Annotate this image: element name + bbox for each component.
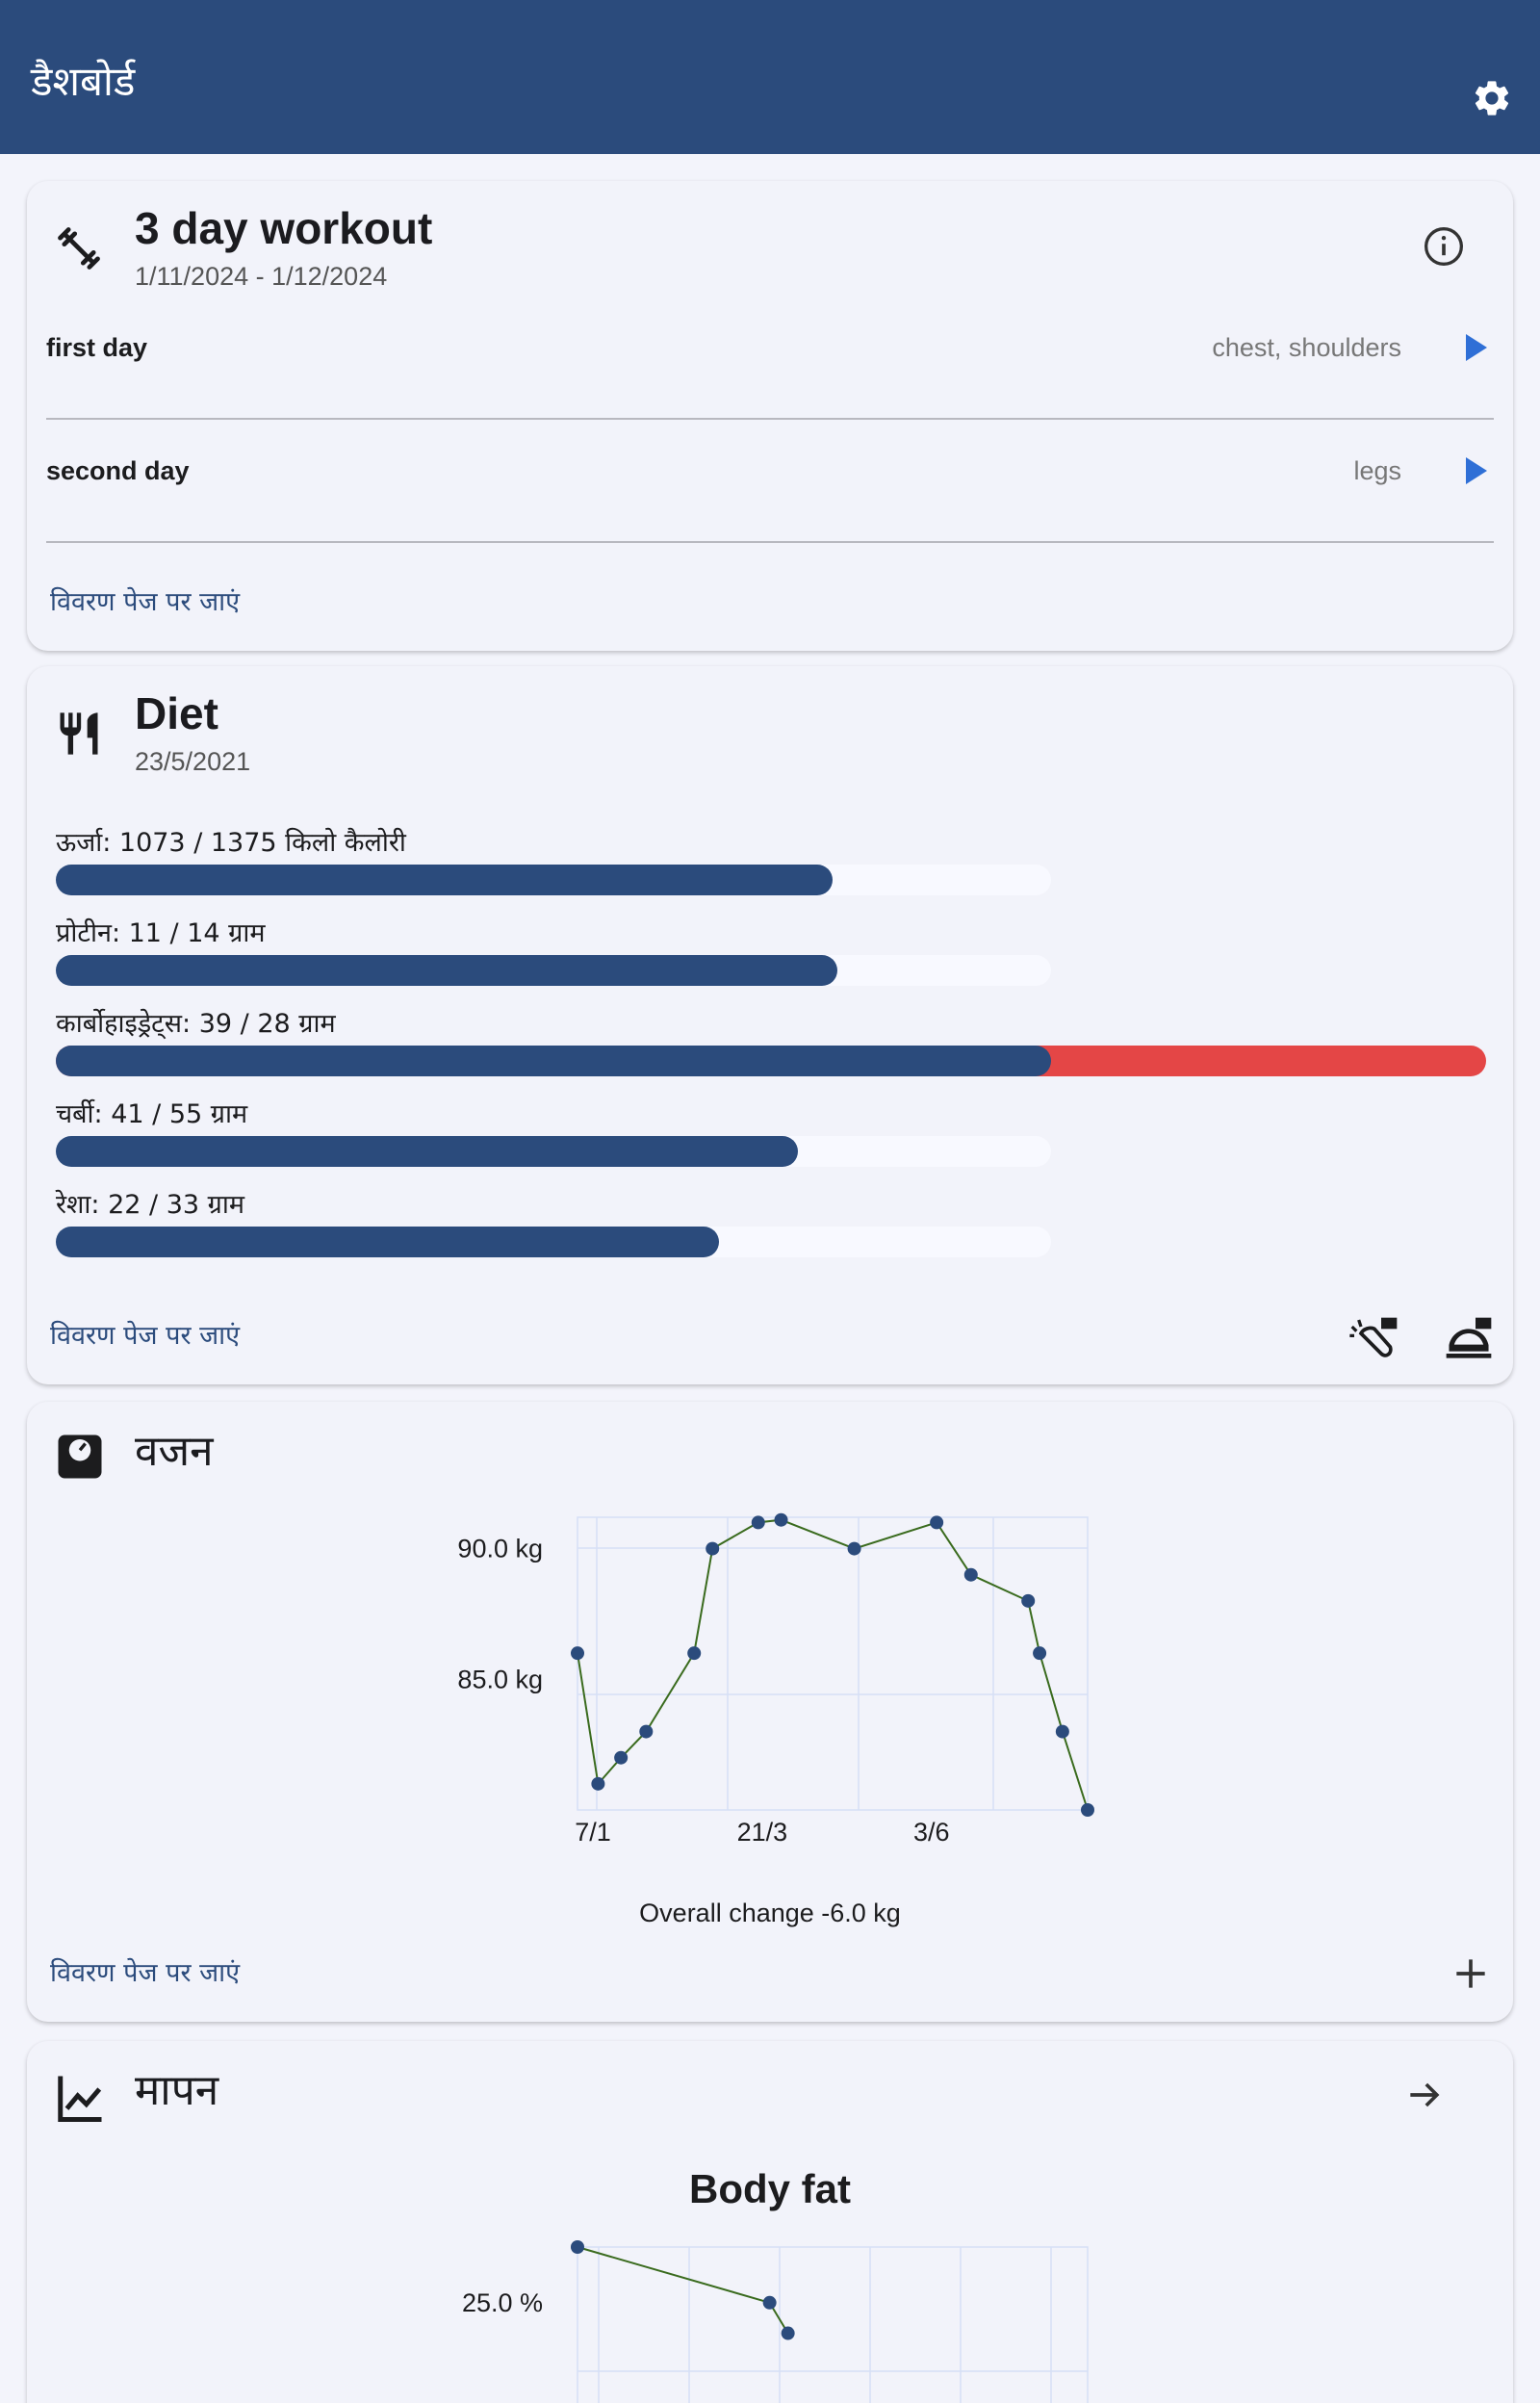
data-point xyxy=(687,1646,702,1661)
x-tick-label: 7/1 xyxy=(575,1818,611,1847)
weight-details-link[interactable]: विवरण पेज पर जाएं xyxy=(50,1958,241,1988)
dumbbell-icon xyxy=(58,227,100,270)
add-meal-icon[interactable] xyxy=(1442,1313,1496,1367)
nutrient-label: प्रोटीन: 11 / 14 ग्राम xyxy=(56,918,266,948)
workout-day-muscles: chest, shoulders xyxy=(1212,333,1401,362)
data-point xyxy=(1055,1724,1069,1739)
weight-summary: Overall change -6.0 kg xyxy=(639,1899,901,1927)
weight-card: वजन 85.0 kg 90.0 kg 7/1 21/3 3/6 Overall cha… xyxy=(27,1402,1513,2022)
cutlery-icon xyxy=(60,712,98,755)
data-point xyxy=(1021,1593,1036,1608)
data-point xyxy=(1081,1803,1094,1817)
list-item[interactable]: first day chest, shoulders xyxy=(46,325,1494,383)
progress-fill xyxy=(56,1227,719,1257)
nutrient-label: चर्बी: 41 / 55 ग्राम xyxy=(56,1099,248,1129)
measurements-card: मापन Body fat 25.0 % xyxy=(27,2041,1513,2403)
y-tick-label: 85.0 kg xyxy=(457,1665,543,1693)
series-line xyxy=(577,1518,1089,1811)
data-point xyxy=(614,1750,629,1765)
progress-fill xyxy=(56,865,833,895)
workout-details-link[interactable]: विवरण पेज पर जाएं xyxy=(50,587,241,617)
app-bar: डैशबोर्ड xyxy=(0,0,1540,154)
gear-icon[interactable] xyxy=(1471,77,1513,119)
progress-fill xyxy=(56,1136,798,1167)
progress-fill xyxy=(56,1046,1051,1076)
line-chart-icon xyxy=(58,2076,102,2122)
list-item[interactable]: second day legs xyxy=(46,449,1494,506)
chart-grid-frame xyxy=(577,2246,1089,2403)
nutrient-label: रेशा: 22 / 33 ग्राम xyxy=(56,1190,244,1220)
workout-title: 3 day workout xyxy=(135,203,433,253)
data-point xyxy=(774,1512,788,1527)
divider xyxy=(46,418,1494,420)
workout-day-muscles: legs xyxy=(1353,456,1401,485)
data-point xyxy=(930,1515,944,1530)
play-icon[interactable] xyxy=(1466,457,1487,484)
weight-chart: 85.0 kg 90.0 kg 7/1 21/3 3/6 xyxy=(457,1512,1094,1847)
body-fat-chart-title: Body fat xyxy=(689,2166,851,2211)
data-point xyxy=(963,1567,978,1582)
workout-day-label: first day xyxy=(46,333,148,362)
data-point xyxy=(762,2295,777,2310)
diet-card: Diet 23/5/2021 ऊर्जा: 1073 / 1375 किलो क… xyxy=(27,666,1513,1384)
diet-details-link[interactable]: विवरण पेज पर जाएं xyxy=(50,1321,241,1351)
diet-date: 23/5/2021 xyxy=(135,747,251,776)
workout-day-label: second day xyxy=(46,456,190,485)
divider xyxy=(46,541,1494,543)
data-point xyxy=(847,1541,861,1556)
data-point xyxy=(591,1776,605,1791)
data-point xyxy=(571,1646,584,1661)
nutrient-label: ऊर्जा: 1073 / 1375 किलो कैलोरी xyxy=(56,828,406,858)
scale-icon xyxy=(58,1434,102,1479)
play-icon[interactable] xyxy=(1466,334,1487,361)
info-icon[interactable] xyxy=(1423,225,1465,268)
page-title: डैशबोर्ड xyxy=(31,58,136,105)
workout-card: 3 day workout 1/11/2024 - 1/12/2024 firs… xyxy=(27,181,1513,651)
plus-icon[interactable] xyxy=(1450,1952,1492,1995)
data-point xyxy=(571,2240,584,2254)
measurements-title: मापन xyxy=(135,2066,219,2115)
nutrient-label: कार्बोहाइड्रेट्स: 39 / 28 ग्राम xyxy=(56,1009,336,1039)
y-tick-label: 90.0 kg xyxy=(457,1535,543,1563)
data-point xyxy=(1033,1646,1047,1661)
data-point xyxy=(781,2326,795,2340)
progress-fill xyxy=(56,955,837,986)
data-point xyxy=(639,1724,654,1739)
data-point xyxy=(706,1541,720,1556)
x-tick-label: 21/3 xyxy=(737,1818,788,1847)
body-fat-chart: 25.0 % xyxy=(462,2240,1089,2403)
workout-date-range: 1/11/2024 - 1/12/2024 xyxy=(135,262,388,291)
data-point xyxy=(751,1515,765,1530)
add-ingredient-icon[interactable] xyxy=(1348,1313,1401,1367)
weight-title: वजन xyxy=(135,1427,214,1476)
arrow-right-icon[interactable] xyxy=(1403,2074,1446,2116)
series-line xyxy=(577,2246,789,2335)
chart-grid-frame xyxy=(577,1516,1089,1811)
y-tick-label: 25.0 % xyxy=(462,2288,543,2317)
diet-title: Diet xyxy=(135,688,218,738)
x-tick-label: 3/6 xyxy=(913,1818,950,1847)
